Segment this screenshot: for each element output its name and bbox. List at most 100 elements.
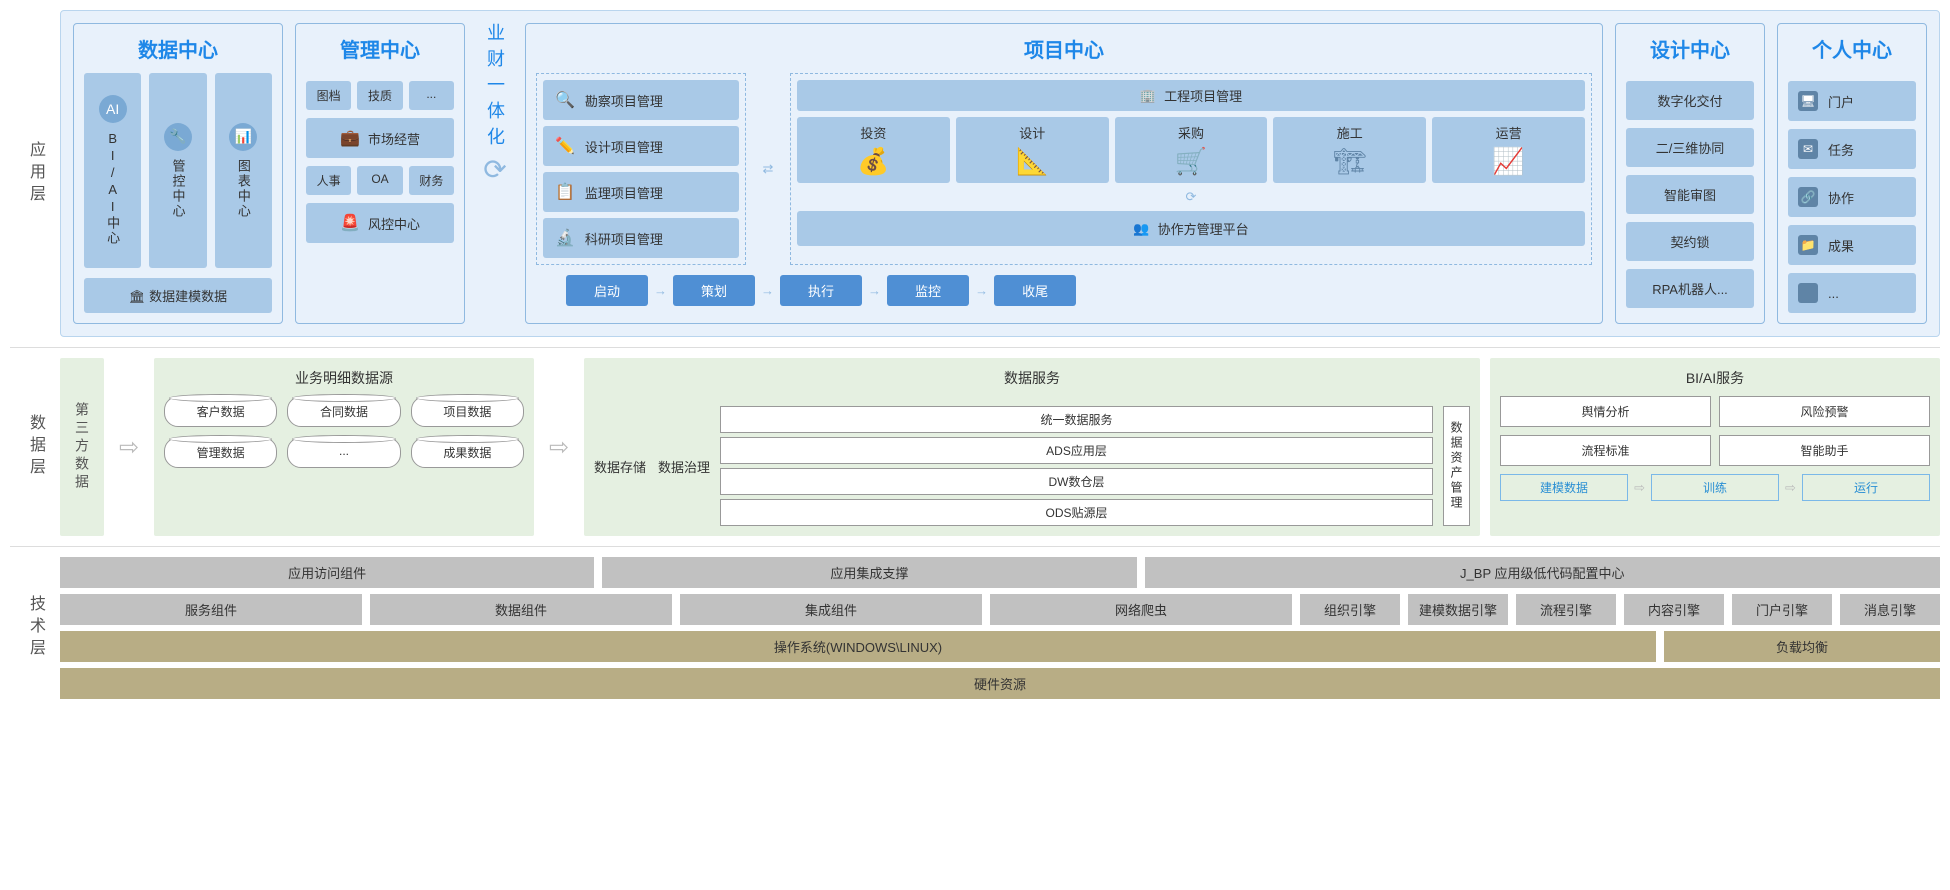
data-layer-row: 数据层 第三方数据 ⇨ 业务明细数据源 客户数据 合同数据 项目数据 管理数据 … [10,358,1940,536]
biai-step: 建模数据 [1500,474,1628,501]
pc-tile-design[interactable]: 设计📐 [956,117,1109,183]
tech-row-2: 服务组件 数据组件 集成组件 网络爬虫 组织引擎 建模数据引擎 流程引擎 内容引… [60,594,1940,625]
svc-bar: ODS贴源层 [720,499,1433,526]
mgmt-cell[interactable]: ... [409,81,454,110]
ruler-icon: 📐 [1016,146,1048,177]
mgmt-cell[interactable]: 人事 [306,166,351,195]
pc-tile-construct[interactable]: 施工🏗 [1273,117,1426,183]
project-center-title: 项目中心 [536,34,1592,63]
application-layer-row: 应用层 数据中心 AI BI/AI中心 🔧 管控中心 📊 图表中心 � [10,10,1940,337]
tech-bar: 流程引擎 [1516,594,1616,625]
chart-icon: 📊 [229,123,257,151]
pc-phases: 启动 → 策划 → 执行 → 监控 → 收尾 [536,275,1592,306]
dc-card-label: 图表中心 [234,159,253,219]
refresh-icon: ⟳ [797,189,1585,205]
tech-row-1: 应用访问组件 应用集成支撑 J_BP 应用级低代码配置中心 [60,557,1940,588]
tech-bar: J_BP 应用级低代码配置中心 [1145,557,1940,588]
dc-card-label: 管控中心 [168,159,187,219]
biai-flow: 建模数据 ⇨ 训练 ⇨ 运行 [1500,474,1930,501]
design-center-title: 设计中心 [1626,34,1754,63]
phase-start[interactable]: 启动 [566,275,648,306]
personal-item-more[interactable]: ... [1788,273,1916,313]
layer-label-tech: 技术层 [10,557,60,699]
phase-monitor[interactable]: 监控 [887,275,969,306]
biai-cell: 舆情分析 [1500,396,1711,427]
pc-eng-header: 🏢 工程项目管理 [797,80,1585,111]
tech-bar: 集成组件 [680,594,982,625]
mgmt-market-label: 市场经营 [368,129,420,148]
third-party-box: 第三方数据 [60,358,104,536]
tech-bar: 应用集成支撑 [602,557,1136,588]
data-service-title: 数据服务 [594,368,1470,388]
pc-tile-invest[interactable]: 投资 💰 [797,117,950,183]
ai-icon: AI [99,95,127,123]
arrow-icon: ⇨ [114,358,144,536]
tile-label: 运营 [1496,123,1522,142]
tech-bar-os: 操作系统(WINDOWS\LINUX) [60,631,1656,662]
phase-plan[interactable]: 策划 [673,275,755,306]
pc-tile-purchase[interactable]: 采购🛒 [1115,117,1268,183]
biai-cell: 流程标准 [1500,435,1711,466]
design-item[interactable]: 智能审图 [1626,175,1754,214]
tech-bar: 服务组件 [60,594,362,625]
personal-item-result[interactable]: 📁成果 [1788,225,1916,265]
design-item[interactable]: 数字化交付 [1626,81,1754,120]
pc-tile-operate[interactable]: 运营📈 [1432,117,1585,183]
data-service-box: 数据服务 数据存储 数据治理 统一数据服务 ADS应用层 DW数仓层 ODS贴源… [584,358,1480,536]
pc-item-research[interactable]: 🔬科研项目管理 [543,218,739,258]
design-item[interactable]: 契约锁 [1626,222,1754,261]
folder-icon: 📁 [1798,235,1818,255]
personal-item-task[interactable]: ✉任务 [1788,129,1916,169]
tech-bar: 门户引擎 [1732,594,1832,625]
pc-item-supervise[interactable]: 📋监理项目管理 [543,172,739,212]
phase-exec[interactable]: 执行 [780,275,862,306]
finance-label: 业财一体化 [477,23,513,153]
mgmt-row-1: 图档 技质 ... [306,81,454,110]
tech-bar-hw: 硬件资源 [60,668,1940,699]
pencil-icon: ✏️ [555,136,575,156]
svc-bar: ADS应用层 [720,437,1433,464]
pc-collab-bar[interactable]: 👥 协作方管理平台 [797,211,1585,246]
mgmt-row-2: 人事 OA 财务 [306,166,454,195]
design-item[interactable]: 二/三维协同 [1626,128,1754,167]
link-icon: 🔗 [1798,187,1818,207]
svc-bar: DW数仓层 [720,468,1433,495]
pc-collab-label: 协作方管理平台 [1158,219,1249,238]
app-layer-body: 数据中心 AI BI/AI中心 🔧 管控中心 📊 图表中心 🏛 数据建模数据 [60,10,1940,337]
svc-left-labels: 数据存储 数据治理 [594,406,710,526]
personal-item-collab[interactable]: 🔗协作 [1788,177,1916,217]
pc-item-survey[interactable]: 🔍勘察项目管理 [543,80,739,120]
design-item[interactable]: RPA机器人... [1626,269,1754,308]
mgmt-cell[interactable]: 图档 [306,81,351,110]
layer-label-app: 应用层 [10,10,60,337]
dc-bottom-label: 数据建模数据 [149,289,227,304]
mgmt-cell[interactable]: 财务 [409,166,454,195]
pc-item-design[interactable]: ✏️ 设计项目管理 [543,126,739,166]
biz-source-title: 业务明细数据源 [164,368,524,388]
pc-item-label: 勘察项目管理 [585,91,663,110]
dc-card-chart[interactable]: 📊 图表中心 [215,73,272,268]
svc-stack: 统一数据服务 ADS应用层 DW数仓层 ODS贴源层 [720,406,1433,526]
tech-row-4: 硬件资源 [60,668,1940,699]
mgmt-risk[interactable]: 🚨 风控中心 [306,203,454,243]
tech-bar: 内容引擎 [1624,594,1724,625]
tile-label: 投资 [860,123,886,142]
mgmt-cell[interactable]: 技质 [357,81,402,110]
building-icon: 🏛 [129,289,146,304]
data-center-bottom[interactable]: 🏛 数据建模数据 [84,278,272,313]
db-grid: 客户数据 合同数据 项目数据 管理数据 ... 成果数据 [164,396,524,468]
mgmt-cell[interactable]: OA [357,166,402,195]
money-icon: 💰 [857,146,889,177]
dc-card-bi-ai[interactable]: AI BI/AI中心 [84,73,141,268]
phase-close[interactable]: 收尾 [994,275,1076,306]
pc-item-label: 设计项目管理 [585,137,663,156]
svc-label: 数据存储 [594,457,646,476]
dc-card-label: BI/AI中心 [103,131,122,246]
pc-main: 🔍勘察项目管理 ✏️设计项目管理 📋监理项目管理 🔬科研项目管理 ⇄ 🏢 工程项… [536,73,1592,265]
dc-card-control[interactable]: 🔧 管控中心 [149,73,206,268]
layer-label-data: 数据层 [10,358,60,536]
biai-title: BI/AI服务 [1500,368,1930,388]
mgmt-market[interactable]: 💼 市场经营 [306,118,454,158]
biai-cell: 智能助手 [1719,435,1930,466]
personal-item-portal[interactable]: 🖥门户 [1788,81,1916,121]
